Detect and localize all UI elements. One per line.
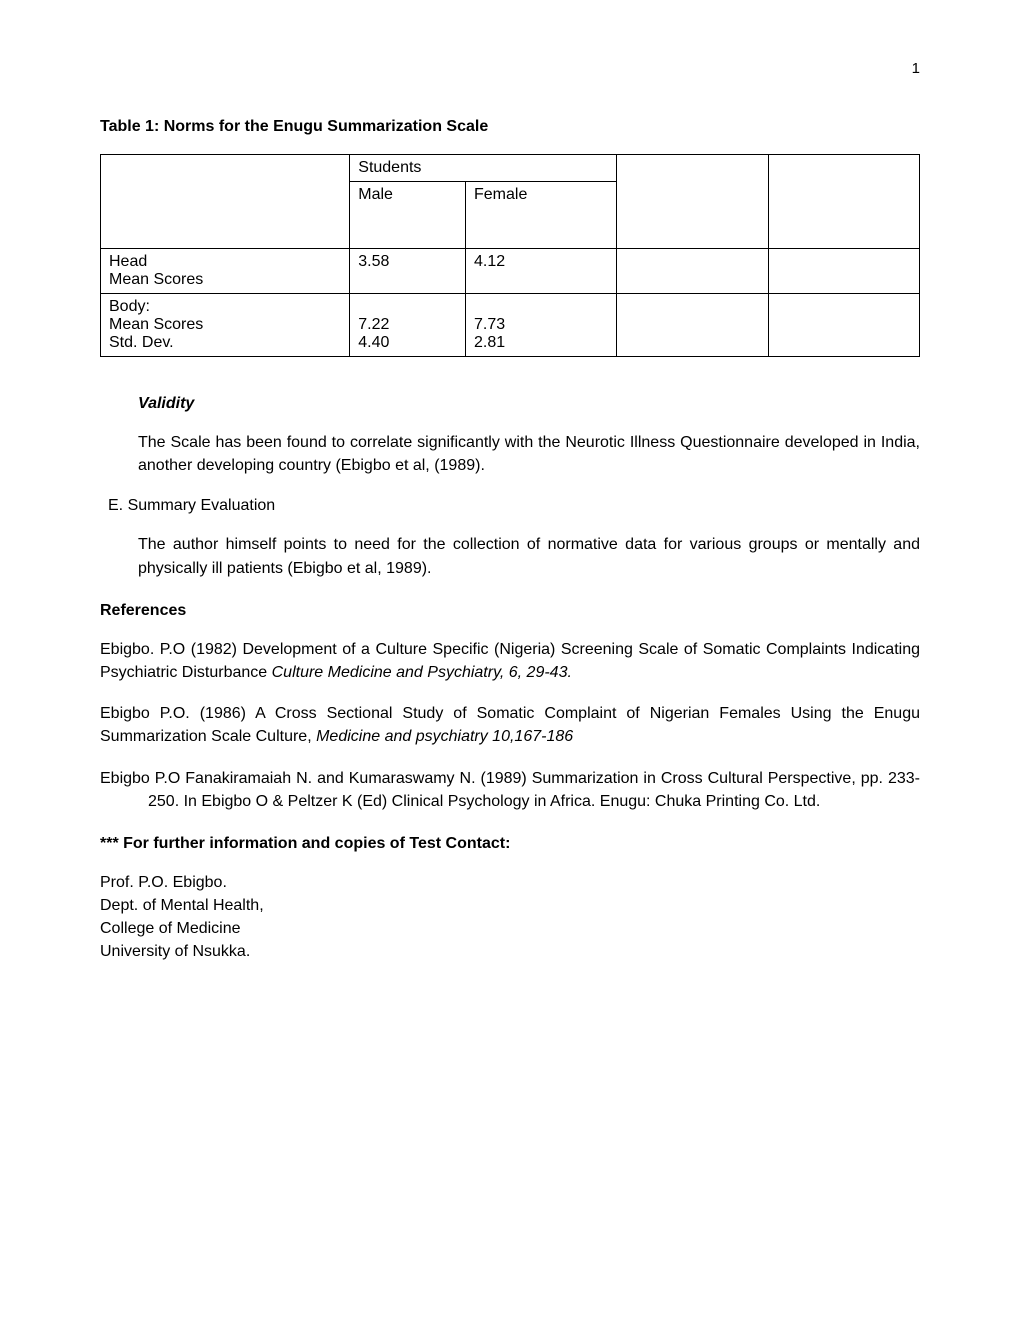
row-blank-2 [768, 294, 919, 357]
table-header-blank-1 [617, 155, 768, 249]
validity-text: The Scale has been found to correlate si… [138, 431, 920, 477]
contact-heading: *** For further information and copies o… [100, 835, 920, 853]
row-male: 3.58 [350, 249, 466, 294]
row-blank-1 [617, 249, 768, 294]
validity-heading: Validity [138, 395, 920, 413]
row-label: Head Mean Scores [101, 249, 350, 294]
table-header-students: Students [350, 155, 617, 182]
table-row: Body: Mean Scores Std. Dev. 7.22 4.40 7.… [101, 294, 920, 357]
reference-item: Ebigbo P.O. (1986) A Cross Sectional Stu… [100, 702, 920, 748]
row-label: Body: Mean Scores Std. Dev. [101, 294, 350, 357]
table-title: Table 1: Norms for the Enugu Summarizati… [100, 118, 920, 136]
section-e-label: E. Summary Evaluation [108, 497, 920, 515]
reference-item: Ebigbo. P.O (1982) Development of a Cult… [100, 638, 920, 684]
table-corner-blank [101, 155, 350, 249]
table-subheader-female: Female [465, 182, 616, 249]
table-row: Head Mean Scores 3.58 4.12 [101, 249, 920, 294]
row-female: 7.73 2.81 [465, 294, 616, 357]
row-male: 7.22 4.40 [350, 294, 466, 357]
references-heading: References [100, 602, 920, 620]
section-e-text: The author himself points to need for th… [138, 533, 920, 579]
row-blank-1 [617, 294, 768, 357]
contact-block: Prof. P.O. Ebigbo. Dept. of Mental Healt… [100, 871, 920, 964]
row-blank-2 [768, 249, 919, 294]
row-female: 4.12 [465, 249, 616, 294]
table-header-blank-2 [768, 155, 919, 249]
page-number: 1 [912, 60, 920, 77]
table-subheader-male: Male [350, 182, 466, 249]
reference-item: Ebigbo P.O Fanakiramaiah N. and Kumarasw… [100, 767, 920, 813]
norms-table: Students Male Female Head Mean Scores 3.… [100, 154, 920, 357]
